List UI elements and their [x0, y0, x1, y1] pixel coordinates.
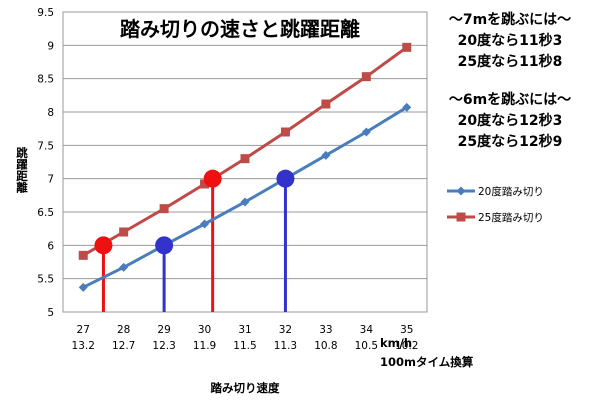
x2-tick-label: 13.2 [72, 340, 95, 352]
data-point [280, 127, 290, 137]
annotation-7m-20deg: 20度なら11秒3 [458, 32, 563, 49]
legend: 20度踏み切り 25度踏み切り [447, 185, 544, 224]
data-point [78, 282, 88, 292]
x-tick-label: 34 [360, 324, 374, 336]
gridlines [63, 11, 427, 313]
x-tick-label: 33 [319, 324, 332, 336]
y-tick-label: 5 [47, 307, 54, 319]
y-tick-label: 7.5 [37, 140, 54, 152]
x-tick-label: 32 [279, 324, 292, 336]
x-tick-label: 27 [77, 324, 90, 336]
highlight-point [276, 169, 295, 188]
data-point [200, 219, 210, 229]
y-tick-label: 5.5 [37, 274, 54, 286]
annotation-7m-25deg: 25度なら11秒8 [458, 53, 563, 70]
x2-tick-label: 12.3 [152, 340, 175, 352]
data-point [321, 150, 331, 160]
y-axis-label: 跳躍距離 [15, 146, 29, 194]
x-tick-label: 29 [157, 324, 170, 336]
y-tick-label: 8.5 [37, 74, 54, 86]
annotation-6m-heading: ～6mを跳ぶには～ [449, 91, 571, 108]
y-tick-label: 8 [47, 107, 54, 119]
annotation-6m-25deg: 25度なら12秒9 [458, 133, 563, 150]
x2-unit-label: 100mタイム換算 [380, 355, 474, 369]
data-point [119, 227, 129, 237]
x-tick-label: 35 [400, 324, 413, 336]
data-point [402, 102, 412, 112]
y-tick-label: 9.5 [37, 7, 54, 19]
x-axis-label: 踏み切り速度 [211, 381, 280, 395]
y-tick-labels: 5 5.5 6 6.5 7 7.5 8 8.5 9 9.5 [37, 7, 54, 319]
chart-title: 踏み切りの速さと跳躍距離 [120, 17, 360, 41]
x2-tick-label: 10.8 [314, 340, 337, 352]
y-tick-label: 6.5 [37, 207, 54, 219]
x-tick-label: 30 [198, 324, 211, 336]
x2-tick-label: 10.5 [355, 340, 378, 352]
annotation-7m-heading: ～7mを跳ぶには～ [449, 11, 571, 28]
y-tick-label: 9 [47, 40, 54, 52]
data-point [361, 72, 371, 82]
data-point [159, 204, 169, 214]
legend-marker [456, 186, 466, 196]
x-unit-label: km/h [380, 336, 412, 350]
y-tick-label: 7 [47, 174, 54, 186]
highlight-point [155, 236, 174, 255]
x-tick-label: 31 [238, 324, 251, 336]
legend-marker [456, 212, 466, 222]
data-point [361, 127, 371, 137]
legend-label: 25度踏み切り [478, 211, 544, 224]
highlight-point [94, 236, 113, 255]
x2-tick-label: 11.9 [193, 340, 216, 352]
data-point [321, 99, 331, 109]
data-point [78, 250, 88, 260]
x2-tick-label: 12.7 [112, 340, 135, 352]
highlight-point [203, 169, 222, 188]
data-point [402, 42, 412, 52]
x-tick-label: 28 [117, 324, 130, 336]
x2-tick-label: 11.3 [274, 340, 297, 352]
annotation-6m-20deg: 20度なら12秒3 [458, 112, 563, 129]
y-tick-label: 6 [47, 240, 54, 252]
data-point [240, 154, 250, 164]
x-tick-labels: 27 13.2 28 12.7 29 12.3 30 11.9 31 11.5 32 11.3 33 10… [72, 324, 419, 352]
highlight-points [94, 169, 295, 255]
legend-label: 20度踏み切り [478, 185, 544, 198]
x2-tick-label: 11.5 [233, 340, 256, 352]
data-point [200, 179, 210, 189]
data-point [119, 262, 129, 272]
data-point [240, 197, 250, 207]
x2-tick-label: 10.2 [395, 340, 418, 352]
annotation-block: ～7mを跳ぶには～ 20度なら11秒3 25度なら11秒8 ～6mを跳ぶには～ … [449, 11, 571, 150]
